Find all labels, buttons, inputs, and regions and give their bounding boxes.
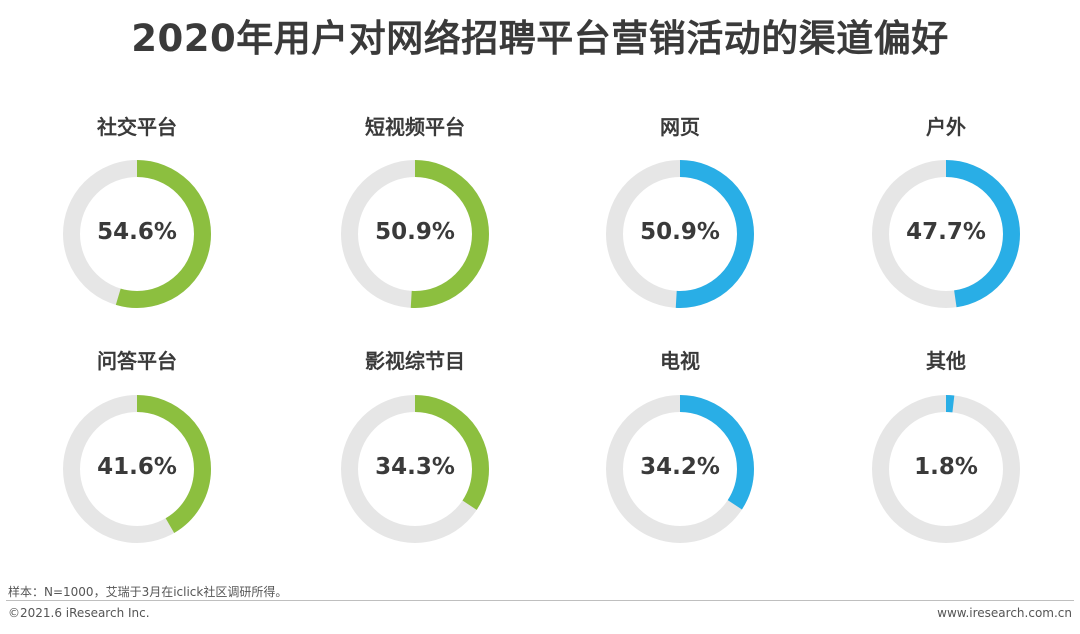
donut-chart <box>63 160 211 308</box>
donut-chart <box>606 160 754 308</box>
website-url: www.iresearch.com.cn <box>937 606 1072 620</box>
sample-note: 样本：N=1000，艾瑞于3月在iclick社区调研所得。 <box>8 585 288 599</box>
donut-value: 34.3% <box>375 454 455 480</box>
donut-chart <box>872 160 1020 308</box>
donut-arc <box>606 160 754 308</box>
donut-chart <box>341 160 489 308</box>
donut-arc <box>872 160 1020 308</box>
donut-label: 电视 <box>660 349 700 373</box>
donut-value: 1.8% <box>914 454 978 480</box>
donut-label: 影视综节目 <box>365 349 465 373</box>
donut-label: 短视频平台 <box>365 115 465 139</box>
donut-value: 34.2% <box>640 454 720 480</box>
donut-arc <box>872 395 1020 543</box>
donut-label: 问答平台 <box>97 349 177 373</box>
donut-value: 50.9% <box>375 219 455 245</box>
donut-arc <box>606 395 754 543</box>
donut-label: 其他 <box>926 349 966 373</box>
donut-chart <box>341 395 489 543</box>
chart-title: 2020年用户对网络招聘平台营销活动的渠道偏好 <box>131 17 949 60</box>
donut-arc <box>341 160 489 308</box>
donut-value: 47.7% <box>906 219 986 245</box>
donut-arc <box>341 395 489 543</box>
donut-value: 41.6% <box>97 454 177 480</box>
donut-arc <box>63 160 211 308</box>
donut-label: 社交平台 <box>97 115 177 139</box>
donut-chart <box>872 395 1020 543</box>
donut-arc <box>63 395 211 543</box>
donut-value: 50.9% <box>640 219 720 245</box>
donut-label: 户外 <box>926 115 966 139</box>
donut-chart <box>606 395 754 543</box>
donut-label: 网页 <box>660 115 700 139</box>
copyright-text: ©2021.6 iResearch Inc. <box>8 606 150 620</box>
donut-value: 54.6% <box>97 219 177 245</box>
donut-chart <box>63 395 211 543</box>
footer-divider <box>6 600 1074 601</box>
